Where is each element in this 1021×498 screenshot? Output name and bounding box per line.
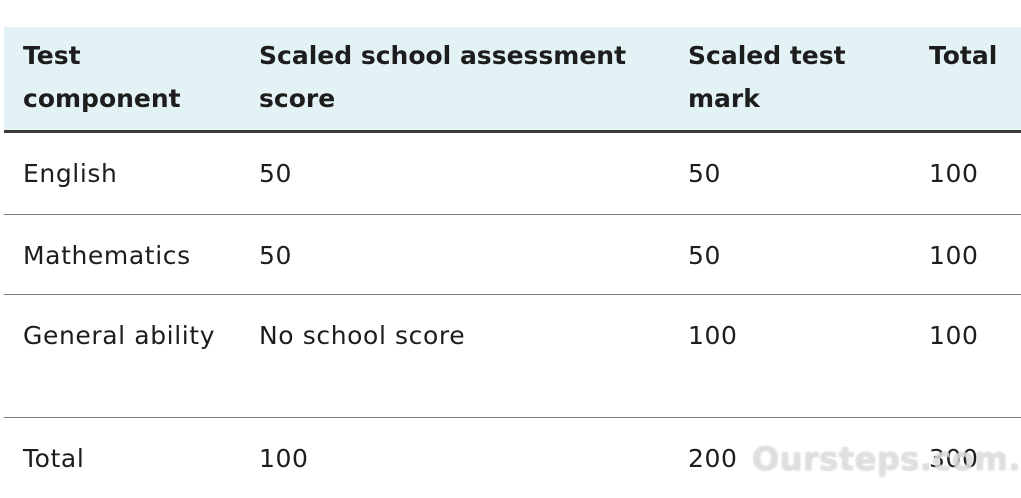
table-row: English 50 50 100 [4, 131, 1021, 215]
table-cell: 100 [910, 131, 1021, 215]
table-cell: Total [23, 444, 85, 473]
table-body: English 50 50 100 Mathematics 50 50 100 … [4, 131, 1021, 498]
table-cell: 50 [240, 214, 669, 295]
data-table: Test component Scaled school assessment … [4, 27, 1021, 498]
table-cell: 200 [688, 444, 738, 473]
table-cell: 50 [669, 214, 910, 295]
table-cell: 100 [259, 444, 309, 473]
table-header-row: Test component Scaled school assessment … [4, 27, 1021, 133]
data-table-container: Test component Scaled school assessment … [4, 27, 1021, 498]
table-cell: 100 [669, 294, 910, 418]
table-cell: No school score [240, 294, 669, 418]
table-cell: 100 [910, 214, 1021, 295]
column-header-scaled-school-assessment-score: Scaled school assessment score [240, 27, 669, 133]
table-row: Mathematics 50 50 100 [4, 214, 1021, 295]
table-header: Test component Scaled school assessment … [4, 27, 1021, 133]
table-cell: General ability [4, 294, 240, 418]
table-cell: English [4, 131, 240, 215]
table-cell: 300 [929, 444, 979, 473]
column-header-total: Total [910, 27, 1021, 133]
column-header-test-component: Test component [4, 27, 240, 133]
table-cell: 100 [910, 294, 1021, 418]
table-row: General ability No school score 100 100 [4, 294, 1021, 418]
table-row: Total 100 200 300 [4, 418, 1021, 498]
table-cell: 50 [240, 131, 669, 215]
table-cell: Mathematics [4, 214, 240, 295]
column-header-scaled-test-mark: Scaled test mark [669, 27, 910, 133]
table-cell: 50 [669, 131, 910, 215]
